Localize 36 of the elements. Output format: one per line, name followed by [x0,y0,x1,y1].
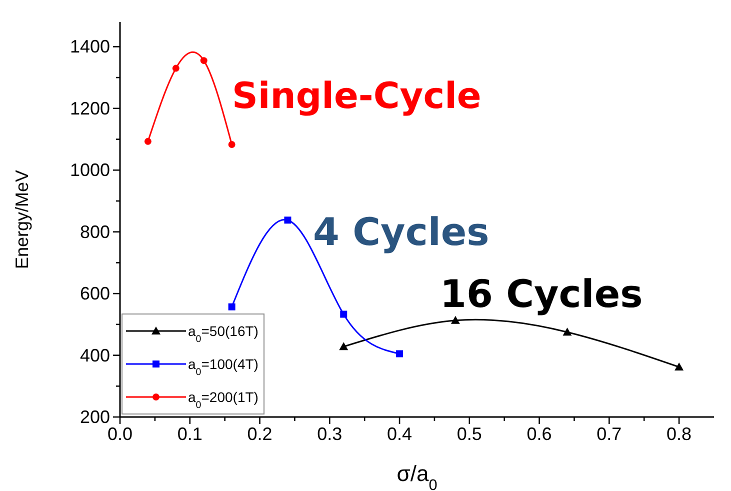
x-tick-label: 0.4 [387,424,412,444]
y-tick-label: 1000 [70,160,110,180]
x-axis-title: σ/a$_{0}$ [396,461,438,491]
x-tick-label: 0.1 [177,424,202,444]
y-tick-label: 200 [80,407,110,427]
annotation: 16 Cycles [440,272,643,316]
x-tick-label: 0.6 [526,424,552,444]
x-tick-label: 0.3 [317,424,342,444]
point [172,64,180,72]
legend-label: a$_{0}$=200(1T) [188,389,258,410]
point [200,57,208,64]
point [144,138,152,145]
point [562,328,572,336]
y-tick-label: 1400 [70,36,110,57]
point [450,316,460,324]
point [228,141,236,148]
y-tick-label: 600 [80,284,110,304]
y-tick-label: 400 [80,345,110,366]
point [228,303,236,310]
annotation: Single-Cycle [232,76,482,117]
y-tick-label: 800 [80,222,110,242]
point [674,362,684,371]
x-tick-label: 0.5 [456,424,482,444]
legend-label: a$_{0}$=100(4T) [188,356,258,378]
y-axis-title: Energy/MeV [12,170,32,270]
x-tick-label: 0.8 [666,424,692,444]
point [339,342,348,350]
point [340,310,348,318]
x-tick-label: 0.0 [107,424,133,444]
x-tick-label: 0.7 [596,424,622,444]
legend-label: a$_{0}$=50(16T) [188,323,258,344]
x-tick-label: 0.2 [247,424,272,444]
annotation: 4 Cycles [313,210,490,254]
point [396,350,404,358]
point [284,216,292,224]
y-tick-label: 1200 [70,98,110,118]
